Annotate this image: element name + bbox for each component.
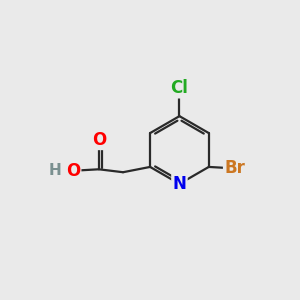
Text: O: O — [92, 131, 106, 149]
Text: N: N — [172, 175, 186, 193]
Text: Br: Br — [224, 159, 245, 177]
Text: H: H — [49, 163, 62, 178]
Text: O: O — [66, 162, 80, 180]
Text: Cl: Cl — [170, 79, 188, 97]
